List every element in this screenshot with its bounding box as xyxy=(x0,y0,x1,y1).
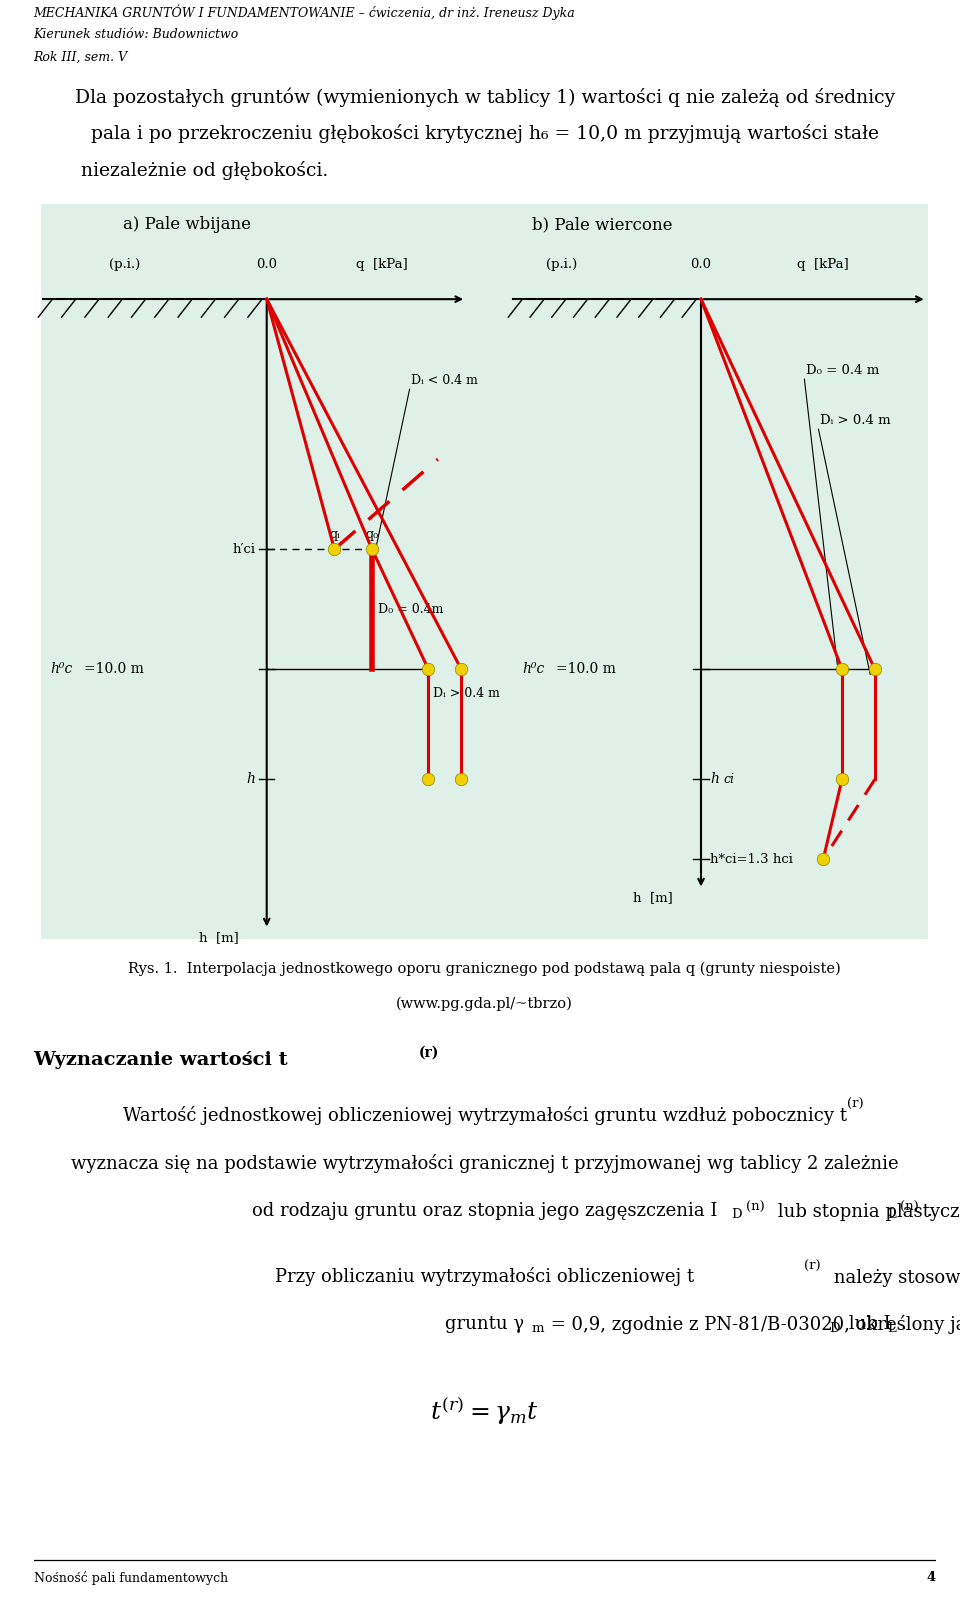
Text: MECHANIKA GRUNTÓW I FUNDAMENTOWANIE – ćwiczenia, dr inż. Ireneusz Dyka: MECHANIKA GRUNTÓW I FUNDAMENTOWANIE – ćw… xyxy=(34,5,575,19)
Text: qᵢ: qᵢ xyxy=(329,529,340,542)
Text: D₀ = 0.4 m: D₀ = 0.4 m xyxy=(806,365,879,378)
Text: Dᵢ > 0.4 m: Dᵢ > 0.4 m xyxy=(821,415,891,427)
Text: q₀: q₀ xyxy=(366,529,378,542)
Text: Dᵢ > 0.4 m: Dᵢ > 0.4 m xyxy=(433,688,500,701)
Text: D₀ = 0.4m: D₀ = 0.4m xyxy=(377,603,443,615)
Text: wyznacza się na podstawie wytrzymałości granicznej t przyjmowanej wg tablicy 2 z: wyznacza się na podstawie wytrzymałości … xyxy=(71,1154,899,1173)
Text: h*ci=1.3 hci: h*ci=1.3 hci xyxy=(710,853,793,866)
Text: 0.0: 0.0 xyxy=(256,259,277,272)
Text: lub stopnia plastyczności I: lub stopnia plastyczności I xyxy=(772,1202,960,1221)
Text: .: . xyxy=(900,1316,906,1334)
Text: (r): (r) xyxy=(804,1260,821,1273)
Text: D: D xyxy=(828,1321,839,1334)
Text: L: L xyxy=(887,1321,896,1334)
Text: od rodzaju gruntu oraz stopnia jego zagęszczenia I: od rodzaju gruntu oraz stopnia jego zagę… xyxy=(252,1202,717,1220)
Text: Kierunek studiów: Budownictwo: Kierunek studiów: Budownictwo xyxy=(34,27,239,40)
Text: Przy obliczaniu wytrzymałości obliczeniowej t: Przy obliczaniu wytrzymałości obliczenio… xyxy=(276,1268,694,1287)
Text: gruntu γ: gruntu γ xyxy=(445,1316,524,1334)
Text: h′ci: h′ci xyxy=(232,543,255,556)
Text: 0.0: 0.0 xyxy=(690,259,711,272)
Text: lub I: lub I xyxy=(843,1316,891,1334)
Text: h  [m]: h [m] xyxy=(633,892,673,905)
Text: (p.i.): (p.i.) xyxy=(546,259,577,272)
Text: Wyznaczanie wartości t: Wyznaczanie wartości t xyxy=(34,1051,288,1069)
Text: h  [m]: h [m] xyxy=(199,932,238,945)
Text: (n): (n) xyxy=(746,1200,765,1213)
Text: Wartość jednostkowej obliczeniowej wytrzymałości gruntu wzdłuż pobocznicy t: Wartość jednostkowej obliczeniowej wytrz… xyxy=(123,1107,847,1125)
FancyBboxPatch shape xyxy=(41,204,928,940)
Text: (n): (n) xyxy=(900,1200,919,1213)
Text: Rok III, sem. V: Rok III, sem. V xyxy=(34,51,128,64)
Text: =10.0 m: =10.0 m xyxy=(556,662,616,677)
Text: D: D xyxy=(732,1208,742,1221)
Text: a) Pale wbijane: a) Pale wbijane xyxy=(123,217,251,233)
Text: h⁰c: h⁰c xyxy=(51,662,73,677)
Text: Dᵢ < 0.4 m: Dᵢ < 0.4 m xyxy=(412,374,478,387)
Text: (www.pg.gda.pl/~tbrzo): (www.pg.gda.pl/~tbrzo) xyxy=(396,996,573,1011)
Text: h: h xyxy=(710,773,719,786)
Text: należy stosować współczynnik materiałowy: należy stosować współczynnik materiałowy xyxy=(828,1268,960,1287)
Text: 4: 4 xyxy=(926,1572,936,1585)
Text: q  [kPa]: q [kPa] xyxy=(355,259,407,272)
Text: q  [kPa]: q [kPa] xyxy=(798,259,849,272)
Text: = 0,9, zgodnie z PN-81/B-03020, określony jak dla I: = 0,9, zgodnie z PN-81/B-03020, określon… xyxy=(545,1316,960,1334)
Text: niezależnie od głębokości.: niezależnie od głębokości. xyxy=(81,161,328,180)
Text: $t^{(r)} = \gamma_m t$: $t^{(r)} = \gamma_m t$ xyxy=(430,1395,540,1427)
Text: m: m xyxy=(532,1321,544,1334)
Text: Dla pozostałych gruntów (wymienionych w tablicy 1) wartości q nie zależą od śred: Dla pozostałych gruntów (wymienionych w … xyxy=(75,87,895,106)
Text: (r): (r) xyxy=(847,1099,863,1112)
Text: =10.0 m: =10.0 m xyxy=(84,662,144,677)
Text: (r): (r) xyxy=(419,1046,440,1059)
Text: Nośność pali fundamentowych: Nośność pali fundamentowych xyxy=(34,1570,228,1585)
Text: ci: ci xyxy=(724,773,734,786)
Text: b) Pale wiercone: b) Pale wiercone xyxy=(532,217,672,233)
Text: L: L xyxy=(887,1208,896,1221)
Text: h: h xyxy=(247,773,255,786)
Text: .: . xyxy=(926,1202,932,1220)
Text: h⁰c: h⁰c xyxy=(522,662,544,677)
Text: pala i po przekroczeniu głębokości krytycznej h₆ = 10,0 m przyjmują wartości sta: pala i po przekroczeniu głębokości kryty… xyxy=(91,124,878,143)
Text: (p.i.): (p.i.) xyxy=(108,259,140,272)
Text: Rys. 1.  Interpolacja jednostkowego oporu granicznego pod podstawą pala q (grunt: Rys. 1. Interpolacja jednostkowego oporu… xyxy=(129,961,841,975)
